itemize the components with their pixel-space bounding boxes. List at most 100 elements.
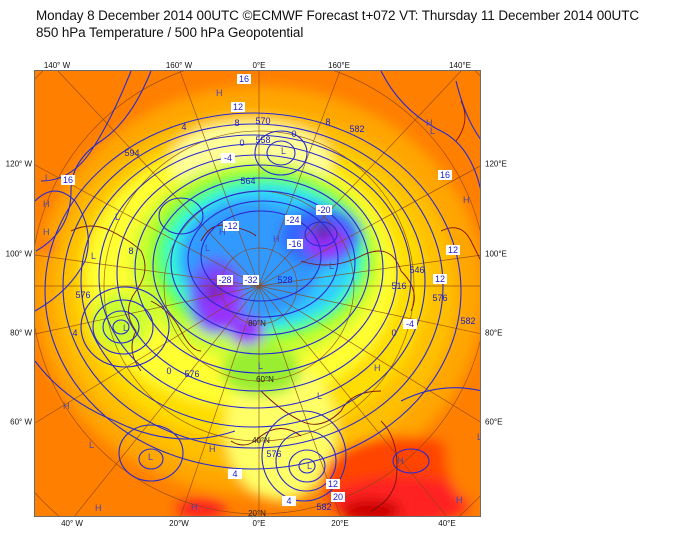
left-longitude-label: 60° W xyxy=(10,417,32,427)
svg-text:H: H xyxy=(191,502,198,512)
left-longitude-label: 120° W xyxy=(5,159,32,169)
svg-text:582: 582 xyxy=(460,316,475,326)
svg-text:L: L xyxy=(91,251,96,261)
right-longitude-label: 80°E xyxy=(485,328,503,338)
right-longitude-label: 100°E xyxy=(485,249,507,259)
svg-text:20: 20 xyxy=(333,492,343,502)
svg-text:H: H xyxy=(95,503,102,513)
svg-text:576: 576 xyxy=(266,449,281,459)
latitude-labels: 80°N 60°N 40°N 20°N xyxy=(248,319,274,517)
svg-text:4: 4 xyxy=(286,496,291,506)
left-longitude-label: 100° W xyxy=(5,249,32,259)
svg-text:8: 8 xyxy=(234,118,239,128)
right-longitude-label: 60°E xyxy=(485,417,503,427)
svg-text:-32: -32 xyxy=(244,275,257,285)
bottom-longitude-label: 20°W xyxy=(169,519,189,528)
top-longitude-label: 160° W xyxy=(165,61,193,70)
svg-text:570: 570 xyxy=(255,116,270,126)
svg-text:16: 16 xyxy=(239,74,249,84)
svg-text:-4: -4 xyxy=(224,153,232,163)
svg-text:L: L xyxy=(281,146,286,156)
svg-text:L: L xyxy=(148,452,153,462)
svg-text:582: 582 xyxy=(316,502,331,512)
svg-text:12: 12 xyxy=(448,245,458,255)
svg-text:-20: -20 xyxy=(317,205,330,215)
svg-text:-28: -28 xyxy=(218,275,231,285)
svg-text:4: 4 xyxy=(232,469,237,479)
svg-text:H: H xyxy=(216,88,223,98)
svg-text:516: 516 xyxy=(391,281,406,291)
pressure-centers: L H H H L H L L H H H L L L L H L L H H … xyxy=(43,88,481,513)
coastlines xyxy=(70,100,480,512)
weather-map: 16 12 8 570 558 0 4 0 -4 8 582 594 16 16… xyxy=(34,70,481,517)
svg-text:L: L xyxy=(123,323,128,333)
svg-text:594: 594 xyxy=(124,148,139,158)
svg-text:H: H xyxy=(463,195,470,205)
svg-text:L: L xyxy=(430,126,435,136)
svg-text:12: 12 xyxy=(233,102,243,112)
svg-text:558: 558 xyxy=(255,135,270,145)
svg-text:12: 12 xyxy=(328,479,338,489)
svg-text:H: H xyxy=(219,227,226,237)
svg-text:L: L xyxy=(329,261,334,271)
svg-text:8: 8 xyxy=(325,117,330,127)
svg-text:H: H xyxy=(374,363,381,373)
svg-text:L: L xyxy=(45,173,50,183)
bottom-longitude-label: 0°E xyxy=(252,519,266,528)
fields-subtitle: 850 hPa Temperature / 500 hPa Geopotenti… xyxy=(36,25,304,40)
svg-text:L: L xyxy=(477,432,481,442)
svg-text:H: H xyxy=(209,444,216,454)
contour-labels: 16 12 8 570 558 0 4 0 -4 8 582 594 16 16… xyxy=(61,74,476,512)
svg-text:H: H xyxy=(63,401,70,411)
svg-text:0: 0 xyxy=(166,366,171,376)
svg-text:H: H xyxy=(273,234,280,244)
bottom-longitude-label: 40°E xyxy=(438,519,456,528)
svg-text:L: L xyxy=(205,243,210,253)
svg-text:L: L xyxy=(307,461,312,471)
right-longitude-label: 120°E xyxy=(485,159,507,169)
left-longitude-label: 80° W xyxy=(10,328,32,338)
svg-text:-12: -12 xyxy=(224,221,237,231)
svg-text:16: 16 xyxy=(440,170,450,180)
svg-text:582: 582 xyxy=(349,124,364,134)
svg-text:-4: -4 xyxy=(406,319,414,329)
svg-text:H: H xyxy=(43,227,50,237)
svg-text:20°N: 20°N xyxy=(248,509,266,517)
svg-text:4: 4 xyxy=(181,122,186,132)
svg-text:L: L xyxy=(115,212,120,222)
svg-text:564: 564 xyxy=(240,176,255,186)
geopotential-contours xyxy=(35,71,480,502)
svg-text:L: L xyxy=(317,391,322,401)
forecast-run-title: Monday 8 December 2014 00UTC ©ECMWF Fore… xyxy=(36,8,639,23)
svg-text:60°N: 60°N xyxy=(256,375,274,384)
svg-text:H: H xyxy=(456,495,463,505)
svg-text:576: 576 xyxy=(432,293,447,303)
top-longitude-label: 140° W xyxy=(43,61,71,70)
svg-text:0: 0 xyxy=(291,129,296,139)
svg-text:528: 528 xyxy=(277,275,292,285)
svg-text:40°N: 40°N xyxy=(252,436,270,445)
svg-text:16: 16 xyxy=(63,175,73,185)
map-canvas: 16 12 8 570 558 0 4 0 -4 8 582 594 16 16… xyxy=(35,71,481,517)
top-longitude-label: 140°E xyxy=(449,61,471,70)
svg-text:4: 4 xyxy=(72,328,77,338)
svg-text:L: L xyxy=(258,361,263,371)
bottom-longitude-label: 40° W xyxy=(61,519,83,528)
svg-text:0: 0 xyxy=(391,328,396,338)
svg-text:-16: -16 xyxy=(288,239,301,249)
svg-text:576: 576 xyxy=(75,290,90,300)
svg-text:H: H xyxy=(43,199,50,209)
bottom-longitude-label: 20°E xyxy=(331,519,349,528)
top-longitude-label: 160°E xyxy=(328,61,350,70)
svg-text:8: 8 xyxy=(128,246,133,256)
svg-text:12: 12 xyxy=(435,274,445,284)
top-longitude-label: 0°E xyxy=(252,61,266,70)
svg-text:80°N: 80°N xyxy=(248,319,266,328)
svg-text:H: H xyxy=(426,118,433,128)
svg-text:L: L xyxy=(89,440,94,450)
svg-text:576: 576 xyxy=(184,369,199,379)
svg-text:546: 546 xyxy=(409,265,424,275)
svg-text:-24: -24 xyxy=(286,215,299,225)
svg-text:0: 0 xyxy=(239,138,244,148)
svg-text:H: H xyxy=(397,456,404,466)
